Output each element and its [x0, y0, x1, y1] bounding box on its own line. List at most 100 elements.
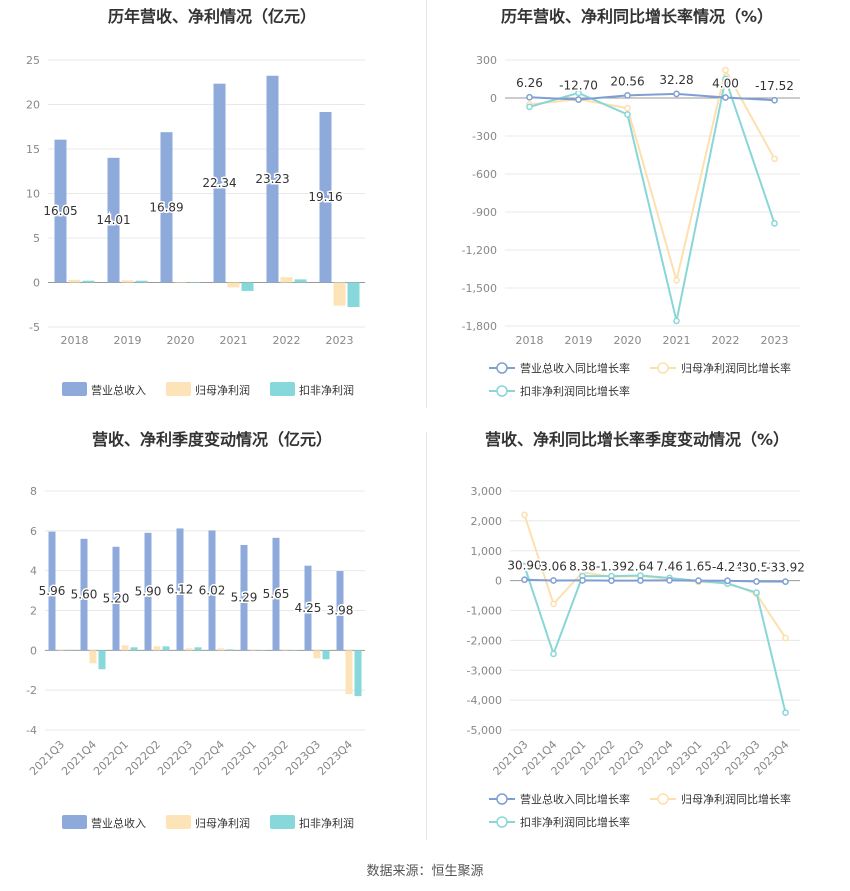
quarterly-values-bar-revenue	[336, 571, 344, 651]
annual-values-panel: 历年营收、净利情况（亿元） 25 20 15 10 5 0 -5 2018 2019 2020 202…	[0, 0, 425, 430]
quarterly-growth-ytick-label: -1,000	[467, 605, 502, 618]
annual-growth-legend-marker	[657, 362, 669, 374]
quarterly-values-data-label: 6.02	[199, 583, 226, 597]
annual-values-bar-deducted-profit	[188, 282, 201, 283]
annual-values-data-label: 23.23	[255, 172, 289, 186]
quarterly-growth-line-deducted-profit-growth	[523, 565, 787, 713]
annual-growth-point-deducted-profit-growth	[771, 220, 778, 227]
annual-values-bar-net-profit	[68, 279, 81, 283]
quarterly-values-bar-net-profit	[345, 650, 353, 695]
quarterly-values-bar-net-profit	[57, 649, 65, 651]
quarterly-values-bar-revenue	[48, 531, 56, 651]
annual-values-bar-net-profit	[227, 282, 240, 288]
annual-values-bar-net-profit	[280, 277, 293, 283]
quarterly-values-bar-net-profit	[249, 649, 257, 651]
annual-growth-ytick-label: -300	[472, 130, 497, 143]
annual-growth-point-deducted-profit-growth	[673, 317, 680, 325]
quarterly-values-bar-revenue	[240, 544, 248, 651]
quarterly-values-data-label: 5.60	[71, 588, 98, 602]
quarterly-values-bar-deducted-profit	[162, 646, 170, 651]
annual-growth-ytick-label: -1,200	[462, 244, 497, 257]
quarterly-values-bar-revenue	[176, 528, 184, 651]
quarterly-values-bar-deducted-profit	[194, 647, 202, 651]
annual-values-ytick-label: -5	[29, 321, 40, 334]
quarterly-values-legend-swatch	[166, 815, 191, 829]
quarterly-growth-point-deducted-profit-growth	[550, 650, 557, 658]
annual-growth-ytick-label: -900	[472, 206, 497, 219]
annual-growth-chart: 历年营收、净利同比增长率情况（%） 300 0 -300 -600 -900 -1,200 -…	[462, 7, 800, 398]
quarterly-growth-point-net-profit-growth	[550, 600, 557, 608]
quarterly-growth-point-revenue-growth	[753, 578, 760, 585]
quarterly-growth-legend-label: 扣非净利润同比增长率	[520, 815, 630, 829]
quarterly-growth-ytick-label: -5,000	[467, 724, 502, 737]
quarterly-growth-point-revenue-growth	[695, 577, 702, 584]
annual-growth-ytick-label: 0	[490, 92, 497, 105]
quarterly-growth-data-label: -4.24	[712, 560, 743, 574]
quarterly-growth-point-revenue-growth	[579, 577, 586, 584]
annual-growth-point-deducted-profit-growth	[526, 103, 533, 111]
annual-growth-xtick-label: 2021	[663, 334, 691, 347]
annual-growth-line-net-profit-growth	[529, 67, 776, 285]
annual-values-chart: 历年营收、净利情况（亿元） 25 20 15 10 5 0 -5 2018 2019 2020 202…	[26, 7, 365, 397]
quarterly-values-data-label: 5.96	[39, 584, 66, 598]
annual-growth-data-label: 32.28	[659, 73, 693, 87]
quarterly-growth-ytick-label: 1,000	[471, 545, 503, 558]
annual-growth-legend-label: 归母净利润同比增长率	[681, 361, 791, 375]
quarterly-values-ytick-label: 4	[30, 565, 37, 578]
quarterly-growth-data-label: 8.38	[569, 559, 596, 573]
annual-values-legend-label: 扣非净利润	[299, 383, 354, 397]
annual-growth-xtick-label: 2023	[761, 334, 789, 347]
annual-values-data-label: 16.89	[149, 200, 183, 214]
quarterly-growth-ytick-label: -2,000	[467, 634, 502, 647]
quarterly-values-xtick-label: 2023Q4	[315, 738, 355, 778]
quarterly-values-title: 营收、净利季度变动情况（亿元）	[92, 430, 332, 449]
quarterly-values-data-label: 5.29	[231, 591, 258, 605]
annual-values-bar-revenue	[54, 139, 67, 283]
annual-growth-line-revenue-growth	[529, 92, 775, 102]
annual-values-bar-revenue	[266, 75, 279, 283]
quarterly-values-bar-net-profit	[313, 650, 321, 659]
quarterly-values-bar-deducted-profit	[354, 650, 362, 697]
annual-growth-point-deducted-profit-growth	[722, 75, 729, 83]
annual-values-ytick-label: 20	[26, 99, 40, 112]
quarterly-values-bar-deducted-profit	[98, 650, 106, 670]
annual-values-xtick-label: 2021	[220, 334, 248, 347]
annual-values-legend-swatch	[166, 382, 191, 396]
quarterly-growth-legend-marker	[496, 816, 508, 828]
quarterly-values-bar-net-profit	[153, 646, 161, 651]
annual-values-legend-label: 营业总收入	[91, 383, 146, 397]
annual-growth-xtick-label: 2020	[614, 334, 642, 347]
annual-values-ytick-label: 10	[26, 188, 40, 201]
quarterly-values-data-label: 4.25	[295, 601, 322, 615]
annual-values-xtick-label: 2018	[61, 334, 89, 347]
quarterly-growth-point-revenue-growth	[666, 577, 673, 584]
annual-growth-data-label: 4.00	[712, 76, 739, 90]
annual-growth-data-label: -12.70	[559, 79, 598, 93]
annual-values-bar-revenue	[213, 83, 226, 283]
annual-growth-data-label: 6.26	[516, 76, 543, 90]
quarterly-growth-ytick-label: 2,000	[471, 515, 503, 528]
quarterly-values-bar-deducted-profit	[130, 647, 138, 651]
annual-values-xtick-label: 2020	[167, 334, 195, 347]
annual-growth-title: 历年营收、净利同比增长率情况（%）	[501, 7, 773, 26]
quarterly-growth-legend-label: 营业总收入同比增长率	[520, 792, 630, 806]
quarterly-values-bar-deducted-profit	[290, 649, 298, 651]
quarterly-growth-ytick-label: 3,000	[471, 485, 503, 498]
quarterly-growth-legend-label: 归母净利润同比增长率	[681, 792, 791, 806]
quarterly-growth-data-label: -30.51	[737, 561, 776, 575]
annual-values-xtick-label: 2023	[326, 334, 354, 347]
quarterly-values-bar-deducted-profit	[322, 650, 330, 660]
annual-growth-point-revenue-growth	[526, 93, 533, 101]
quarterly-values-bar-net-profit	[121, 645, 129, 651]
annual-values-xtick-label: 2019	[114, 334, 142, 347]
quarterly-growth-legend-marker	[496, 793, 508, 805]
annual-growth-point-net-profit-growth	[722, 66, 729, 74]
quarterly-growth-data-label: 1.65	[685, 560, 712, 574]
annual-growth-point-revenue-growth	[673, 90, 680, 98]
annual-growth-ytick-label: -1,800	[462, 320, 497, 333]
quarterly-growth-data-label: 30.90	[507, 559, 541, 573]
annual-growth-ytick-label: -1,500	[462, 282, 497, 295]
quarterly-growth-ytick-label: 0	[495, 575, 502, 588]
annual-values-data-label: 14.01	[96, 213, 130, 227]
annual-growth-point-revenue-growth	[575, 96, 582, 103]
